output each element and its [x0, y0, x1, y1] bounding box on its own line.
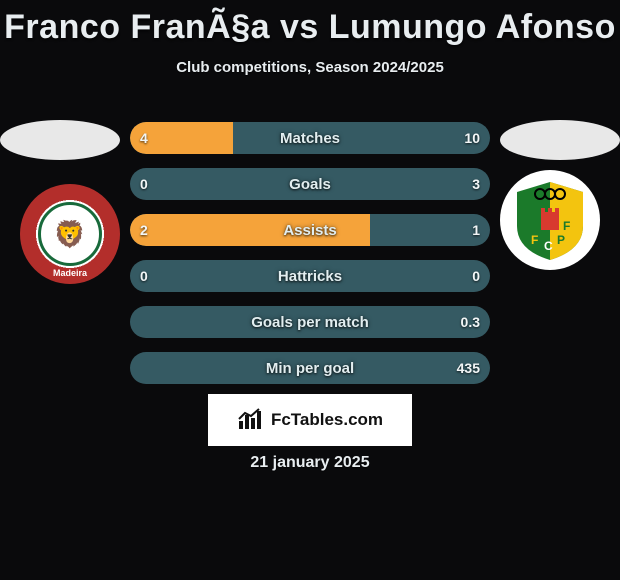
stat-val-right: 0.3: [461, 306, 480, 338]
brand-text: FcTables.com: [271, 410, 383, 430]
svg-text:F: F: [531, 233, 538, 247]
club-logo-right: F C P F: [500, 170, 600, 270]
page-title: Franco FranÃ§a vs Lumungo Afonso: [0, 8, 620, 47]
stat-label: Goals: [130, 168, 490, 200]
stat-row: Goals per match 0.3: [130, 306, 490, 338]
stat-label: Hattricks: [130, 260, 490, 292]
stat-val-right: 1: [472, 214, 480, 246]
stat-label: Goals per match: [130, 306, 490, 338]
club-logo-left-banner: Madeira: [53, 268, 87, 278]
stat-val-right: 435: [457, 352, 480, 384]
stat-label: Min per goal: [130, 352, 490, 384]
svg-text:C: C: [544, 239, 553, 253]
stat-val-right: 3: [472, 168, 480, 200]
page-subtitle: Club competitions, Season 2024/2025: [0, 59, 620, 76]
stat-row: 2 Assists 1: [130, 214, 490, 246]
stat-val-right: 0: [472, 260, 480, 292]
bar-chart-icon: [237, 407, 263, 433]
shield-icon: F C P F: [513, 178, 587, 262]
stat-bars: 4 Matches 10 0 Goals 3 2 Assists 1 0 Hat…: [130, 122, 490, 398]
stat-row: Min per goal 435: [130, 352, 490, 384]
stat-val-right: 10: [464, 122, 480, 154]
stat-label: Assists: [130, 214, 490, 246]
stat-label: Matches: [130, 122, 490, 154]
stat-row: 0 Goals 3: [130, 168, 490, 200]
brand-watermark: FcTables.com: [208, 394, 412, 446]
player-photo-left-placeholder: [0, 120, 120, 160]
svg-text:P: P: [557, 233, 565, 247]
comparison-infographic: Franco FranÃ§a vs Lumungo Afonso Club co…: [0, 0, 620, 580]
svg-text:F: F: [563, 219, 570, 233]
stat-row: 0 Hattricks 0: [130, 260, 490, 292]
club-logo-left: 🦁 Madeira: [20, 184, 120, 284]
stat-row: 4 Matches 10: [130, 122, 490, 154]
date-text: 21 january 2025: [0, 454, 620, 472]
player-photo-right-placeholder: [500, 120, 620, 160]
